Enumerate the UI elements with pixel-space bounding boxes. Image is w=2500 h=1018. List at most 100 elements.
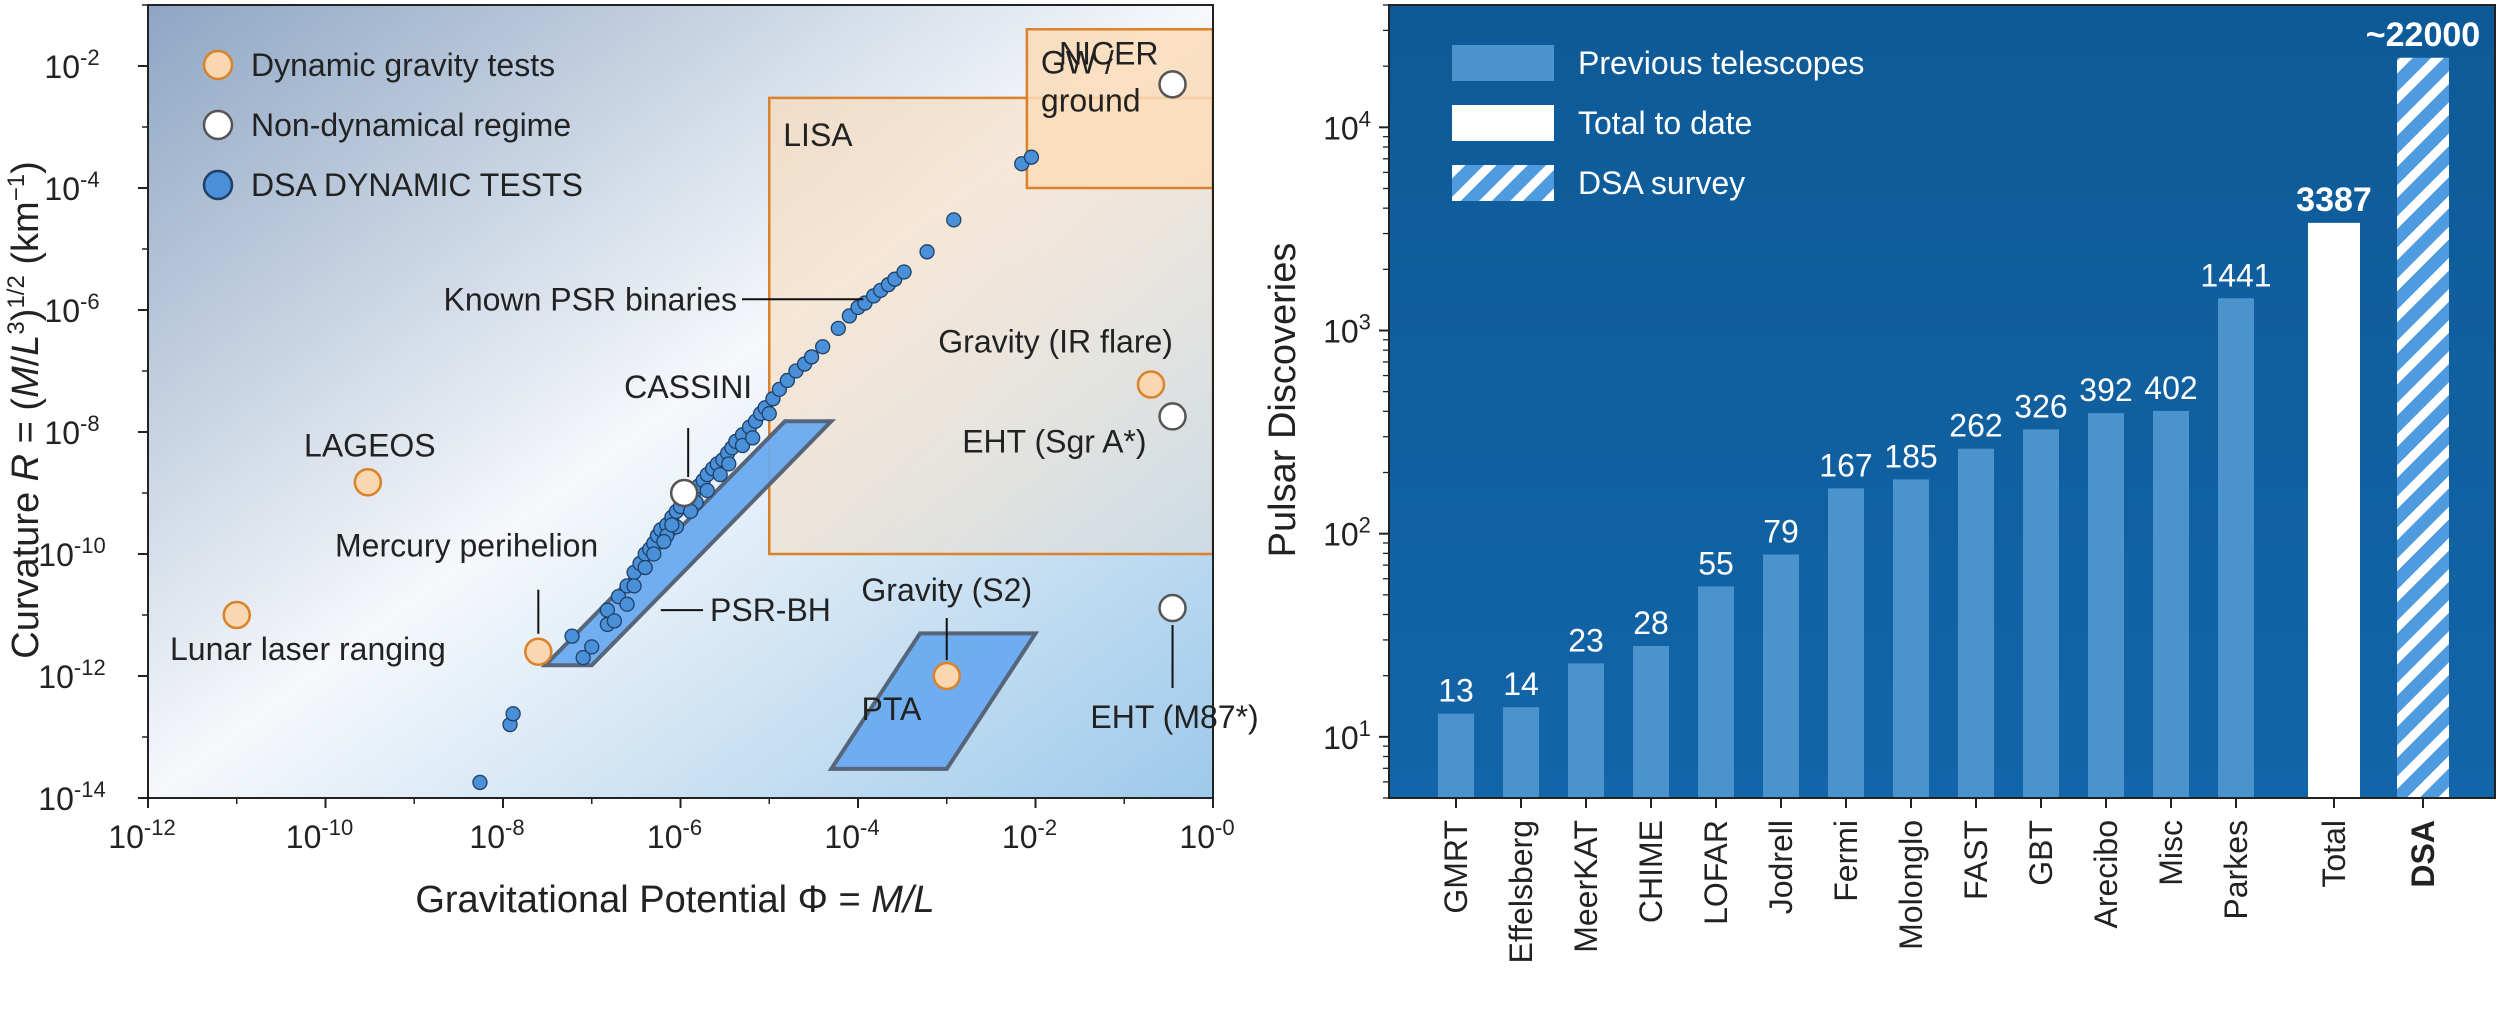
category-label: Effelsberg <box>1503 820 1539 964</box>
right-plot-frame <box>1388 4 2496 799</box>
category-label: GMRT <box>1438 820 1474 914</box>
dsa-test-point <box>646 546 662 562</box>
y-tick-label: 10-10 <box>38 533 105 573</box>
label-eht-m87: EHT (M87*) <box>1090 699 1258 735</box>
y-tick-label-base: 10 <box>1323 517 1359 553</box>
label-lisa: LISA <box>783 117 853 153</box>
bar-value-label: 262 <box>1949 408 2002 444</box>
non-dynamical-point <box>1158 593 1187 623</box>
dsa-test-point <box>619 596 635 612</box>
bar-gmrt <box>1438 713 1474 798</box>
dsa-test-point <box>575 649 591 666</box>
non-dynamical-point <box>1158 70 1187 99</box>
y-tick-label: 10-14 <box>38 777 105 817</box>
dynamic-test-point <box>353 468 383 497</box>
right-panel: 13GMRT14Effelsberg23MeerKAT28CHIME55LOFA… <box>1262 4 2496 964</box>
category-label: Total <box>2316 820 2352 888</box>
legend-label: DSA DYNAMIC TESTS <box>251 167 583 203</box>
x-tick-label-base: 10 <box>1002 819 1038 855</box>
y-tick-label-base: 10 <box>1323 720 1359 756</box>
non-dynamical-point <box>669 478 699 508</box>
y-tick-label: 10-4 <box>44 167 99 207</box>
y-tick-label-base: 10 <box>38 537 74 573</box>
dsa-test-point <box>626 578 642 594</box>
x-tick-label-base: 10 <box>286 819 322 855</box>
legend-marker <box>202 169 234 201</box>
category-label: CHIME <box>1633 820 1669 923</box>
legend-label: Previous telescopes <box>1578 45 1864 81</box>
dynamic-test-point <box>1136 370 1166 399</box>
y-tick-label-base: 10 <box>44 171 80 207</box>
y-tick-label-base: 10 <box>44 49 80 85</box>
region-gw-ground <box>1025 28 1213 190</box>
x-tick-label-base: 10 <box>1179 819 1215 855</box>
y-tick-label-exp: -14 <box>74 777 106 802</box>
label-ground: ground <box>1041 82 1141 118</box>
legend-marker <box>202 49 234 81</box>
bar-jodrell <box>1763 554 1799 798</box>
dsa-test-point <box>896 264 912 280</box>
legend-marker <box>202 109 234 141</box>
category-label: Molonglo <box>1893 820 1929 950</box>
dsa-test-point <box>606 613 623 629</box>
y-tick-label-exp: -6 <box>80 289 100 314</box>
label-lageos: LAGEOS <box>304 427 436 463</box>
right-y-axis-label: Pulsar Discoveries <box>1262 243 1304 558</box>
bar-fast <box>1958 448 1994 798</box>
bar-arecibo <box>2088 413 2124 798</box>
bar-value-label: 402 <box>2144 370 2197 406</box>
label-pta: PTA <box>862 691 923 727</box>
bar-effelsberg <box>1503 707 1539 798</box>
y-tick-label: 10-2 <box>44 45 99 85</box>
x-tick-label: 10-4 <box>824 815 879 855</box>
dsa-test-point <box>564 628 580 644</box>
label-gw: GW / <box>1041 44 1114 80</box>
y-tick-label: 104 <box>1323 106 1371 146</box>
dynamic-test-point <box>524 637 553 666</box>
bar-meerkat <box>1568 663 1604 798</box>
bar-lofar <box>1698 586 1734 798</box>
category-label: Misc <box>2153 820 2189 886</box>
category-label: Fermi <box>1828 820 1864 902</box>
left-annotations: LAGEOS Lunar laser ranging Mercury perihel… <box>170 35 1259 735</box>
dsa-test-point <box>761 405 777 422</box>
x-tick-label: 10-2 <box>1002 815 1057 855</box>
y-tick-label-exp: 4 <box>1359 106 1371 131</box>
x-tick-label-exp: -0 <box>1215 815 1235 840</box>
dsa-test-point <box>815 339 831 355</box>
category-label: DSA <box>2405 820 2441 888</box>
dsa-test-point <box>721 456 737 472</box>
bar-value-label: 3387 <box>2296 181 2372 219</box>
x-tick-label-base: 10 <box>647 819 683 855</box>
dsa-test-point <box>637 559 653 576</box>
left-y-axis-label: Curvature R = (M/L3)1/2 (km−1) <box>3 161 47 658</box>
label-gravity-ir-flare: Gravity (IR flare) <box>938 324 1173 360</box>
bar-molonglo <box>1893 479 1929 798</box>
y-tick-label-exp: -8 <box>80 411 100 436</box>
x-tick-label-base: 10 <box>824 819 860 855</box>
category-label: FAST <box>1958 820 1994 900</box>
category-label: LOFAR <box>1698 820 1734 925</box>
y-tick-label-base: 10 <box>38 659 74 695</box>
dsa-test-point <box>734 437 751 454</box>
y-tick-label: 101 <box>1323 716 1371 756</box>
y-tick-label-exp: 3 <box>1359 309 1371 334</box>
dsa-test-point <box>830 320 846 337</box>
dsa-test-point <box>744 430 761 446</box>
bar-value-label: 392 <box>2079 372 2132 408</box>
non-dynamical-point <box>1158 402 1187 431</box>
dsa-test-point <box>505 706 521 722</box>
bar-chime <box>1633 645 1669 798</box>
region-pta <box>827 631 1040 771</box>
label-cassini: CASSINI <box>624 369 752 405</box>
y-tick-label-base: 10 <box>44 415 80 451</box>
bar-value-label: 14 <box>1503 666 1539 702</box>
category-label: Jodrell <box>1763 820 1799 914</box>
dsa-test-point <box>919 244 935 260</box>
x-tick-label: 10-6 <box>647 815 702 855</box>
y-tick-label-exp: -12 <box>74 655 106 680</box>
left-axes: 10-12 10-10 10-8 10-6 10-4 10-2 10-010-1410-12… <box>38 4 1235 855</box>
x-tick-label: 10-10 <box>286 815 353 855</box>
